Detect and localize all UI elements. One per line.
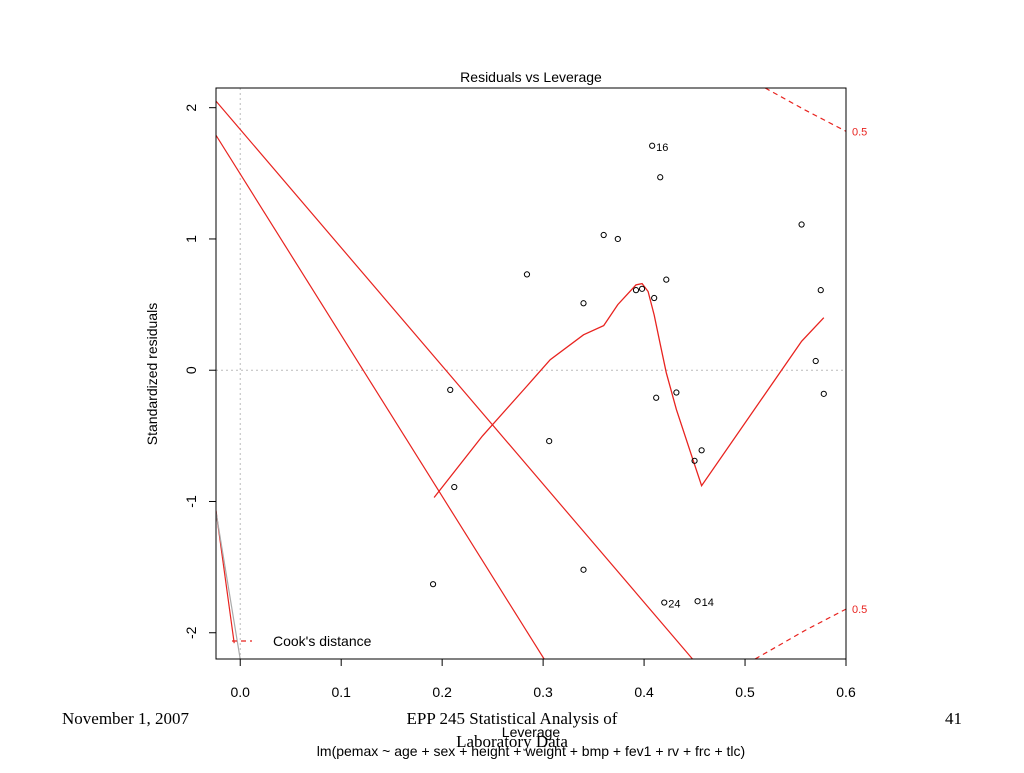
x-tick-label: 0.5 bbox=[735, 684, 755, 700]
data-point bbox=[546, 438, 553, 445]
y-axis-label: Standardized residuals bbox=[144, 303, 160, 445]
data-point bbox=[691, 457, 698, 464]
data-point bbox=[614, 235, 621, 243]
data-point bbox=[451, 483, 458, 491]
plot-frame bbox=[215, 87, 847, 660]
cooks-distance-level-label: 0.5 bbox=[852, 604, 867, 616]
data-point bbox=[600, 231, 607, 239]
x-tick-label: 0.4 bbox=[634, 684, 654, 700]
data-point bbox=[649, 142, 656, 149]
data-point bbox=[580, 300, 587, 307]
straight-line-1 bbox=[216, 100, 693, 659]
data-point bbox=[694, 598, 701, 605]
footer-page-number: 41 bbox=[945, 709, 962, 728]
data-point bbox=[817, 287, 824, 294]
x-tick-label: 0.3 bbox=[533, 684, 553, 700]
y-tick-label: -1 bbox=[183, 495, 199, 508]
footer-course-title: EPP 245 Statistical Analysis of bbox=[407, 709, 618, 728]
data-point bbox=[698, 447, 705, 454]
data-point bbox=[798, 221, 805, 228]
smoothed-residual-line bbox=[433, 282, 825, 498]
data-point bbox=[663, 276, 670, 283]
footer-course-title-line2: Laboratory Data bbox=[456, 732, 568, 751]
x-axis-label: Leverage bbox=[502, 724, 561, 740]
y-tick-label: 1 bbox=[183, 235, 199, 243]
chart-title: Residuals vs Leverage bbox=[460, 69, 602, 85]
straight-line-2 bbox=[216, 134, 545, 659]
point-label: 16 bbox=[656, 142, 668, 154]
data-point bbox=[523, 271, 531, 278]
point-label: 24 bbox=[668, 599, 680, 611]
data-point bbox=[820, 390, 827, 397]
y-tick-label: -2 bbox=[183, 626, 199, 639]
cooks-distance-curve-1 bbox=[764, 88, 846, 132]
x-tick-label: 0.1 bbox=[331, 684, 351, 700]
data-point bbox=[447, 386, 454, 394]
data-point bbox=[638, 285, 646, 292]
x-tick-label: 0.2 bbox=[432, 684, 452, 700]
cooks-distance-curve-2 bbox=[754, 608, 846, 659]
straight-line-4 bbox=[216, 511, 241, 659]
legend-label: Cook's distance bbox=[273, 633, 372, 649]
plot-region: 16 24 14 bbox=[216, 88, 846, 659]
data-point bbox=[429, 581, 437, 588]
footer-date: November 1, 2007 bbox=[62, 709, 190, 728]
model-caption: lm(pemax ~ age + sex + height + weight +… bbox=[317, 743, 745, 759]
data-point bbox=[661, 599, 668, 606]
data-point bbox=[812, 357, 819, 365]
data-point bbox=[657, 174, 664, 181]
point-label: 14 bbox=[702, 597, 714, 609]
y-tick-label: 2 bbox=[183, 104, 199, 112]
data-point bbox=[653, 394, 660, 401]
data-point bbox=[580, 566, 587, 573]
data-point bbox=[673, 389, 680, 396]
cooks-distance-level-label: 0.5 bbox=[852, 126, 867, 138]
x-tick-label: 0.6 bbox=[836, 684, 856, 700]
data-point bbox=[651, 294, 658, 302]
y-tick-label: 0 bbox=[183, 366, 199, 374]
x-tick-label: 0.0 bbox=[230, 684, 250, 700]
data-point bbox=[632, 287, 640, 294]
